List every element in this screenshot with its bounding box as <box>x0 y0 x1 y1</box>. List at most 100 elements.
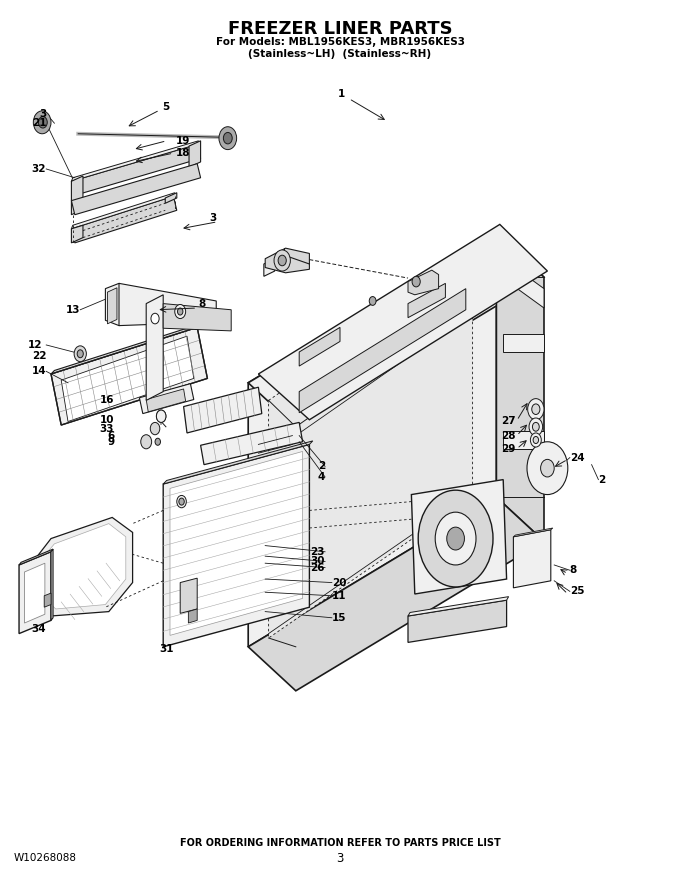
Circle shape <box>435 512 476 565</box>
Polygon shape <box>299 289 466 413</box>
Polygon shape <box>139 384 194 414</box>
Text: 12: 12 <box>28 340 42 350</box>
Polygon shape <box>19 552 51 634</box>
Polygon shape <box>71 193 175 229</box>
Text: For Models: MBL1956KES3, MBR1956KES3: For Models: MBL1956KES3, MBR1956KES3 <box>216 37 464 48</box>
Circle shape <box>156 410 166 422</box>
Polygon shape <box>408 600 507 642</box>
Text: 8: 8 <box>570 565 577 576</box>
Text: 28: 28 <box>501 430 515 441</box>
Circle shape <box>223 132 232 144</box>
Polygon shape <box>163 441 313 484</box>
Text: 19: 19 <box>175 136 190 146</box>
Polygon shape <box>146 389 186 412</box>
Circle shape <box>150 422 160 435</box>
Polygon shape <box>71 141 199 181</box>
Polygon shape <box>71 225 83 243</box>
Polygon shape <box>248 233 496 647</box>
Text: 24: 24 <box>570 452 585 463</box>
Polygon shape <box>258 224 547 420</box>
Polygon shape <box>188 609 197 623</box>
Polygon shape <box>163 304 231 331</box>
Polygon shape <box>503 334 544 352</box>
Text: 34: 34 <box>31 624 46 634</box>
Circle shape <box>141 435 152 449</box>
Circle shape <box>532 404 540 414</box>
Text: 29: 29 <box>501 444 515 454</box>
Polygon shape <box>264 259 275 276</box>
Circle shape <box>177 495 186 508</box>
Polygon shape <box>408 597 509 616</box>
Polygon shape <box>496 233 544 541</box>
Polygon shape <box>51 327 207 425</box>
Polygon shape <box>119 283 216 326</box>
Polygon shape <box>408 283 445 318</box>
Text: FOR ORDERING INFORMATION REFER TO PARTS PRICE LIST: FOR ORDERING INFORMATION REFER TO PARTS … <box>180 838 500 848</box>
Polygon shape <box>24 563 45 623</box>
Circle shape <box>447 527 464 550</box>
Circle shape <box>74 346 86 362</box>
Polygon shape <box>170 451 303 635</box>
Polygon shape <box>44 593 51 607</box>
Text: 31: 31 <box>160 644 174 655</box>
Circle shape <box>179 498 184 505</box>
Text: 25: 25 <box>570 586 584 597</box>
Polygon shape <box>37 517 133 616</box>
Circle shape <box>158 413 163 419</box>
Circle shape <box>412 276 420 287</box>
Circle shape <box>278 255 286 266</box>
Polygon shape <box>269 260 473 638</box>
Polygon shape <box>165 193 177 203</box>
Text: FREEZER LINER PARTS: FREEZER LINER PARTS <box>228 20 452 38</box>
Text: 15: 15 <box>332 612 346 623</box>
Circle shape <box>155 438 160 445</box>
Polygon shape <box>248 497 544 691</box>
Text: 3: 3 <box>39 108 46 119</box>
Polygon shape <box>184 387 262 433</box>
Circle shape <box>219 127 237 150</box>
Circle shape <box>77 349 83 358</box>
Circle shape <box>530 433 541 447</box>
Text: 11: 11 <box>332 590 346 601</box>
Circle shape <box>529 418 543 436</box>
Text: W10268088: W10268088 <box>14 853 77 863</box>
Circle shape <box>33 111 51 134</box>
Circle shape <box>533 436 539 444</box>
Polygon shape <box>61 336 194 422</box>
Text: 26: 26 <box>311 562 325 573</box>
Circle shape <box>541 459 554 477</box>
Text: 1: 1 <box>338 89 345 99</box>
Polygon shape <box>71 196 177 243</box>
Polygon shape <box>44 524 126 609</box>
Text: 16: 16 <box>100 395 114 406</box>
Text: 18: 18 <box>175 148 190 158</box>
Text: 21: 21 <box>32 118 46 128</box>
Text: 3: 3 <box>209 213 216 224</box>
Circle shape <box>151 313 159 324</box>
Text: 13: 13 <box>66 304 80 315</box>
Polygon shape <box>299 327 340 366</box>
Polygon shape <box>163 444 309 647</box>
Text: 20: 20 <box>332 577 346 588</box>
Text: 33: 33 <box>100 424 114 435</box>
Polygon shape <box>51 324 201 374</box>
Polygon shape <box>71 164 201 215</box>
Text: 9: 9 <box>107 436 114 447</box>
Text: 5: 5 <box>162 102 169 113</box>
Circle shape <box>38 116 48 128</box>
Circle shape <box>177 308 183 315</box>
Text: 2: 2 <box>318 461 325 472</box>
Text: 8: 8 <box>199 299 206 310</box>
Text: 23: 23 <box>311 546 325 557</box>
Polygon shape <box>513 528 553 537</box>
Text: 3: 3 <box>337 852 343 864</box>
Polygon shape <box>105 283 139 326</box>
Polygon shape <box>411 480 507 594</box>
Polygon shape <box>107 288 117 324</box>
Polygon shape <box>180 578 197 613</box>
Text: 22: 22 <box>32 351 46 362</box>
Polygon shape <box>71 176 83 215</box>
Circle shape <box>274 250 290 271</box>
Polygon shape <box>201 422 303 465</box>
Polygon shape <box>503 431 544 449</box>
